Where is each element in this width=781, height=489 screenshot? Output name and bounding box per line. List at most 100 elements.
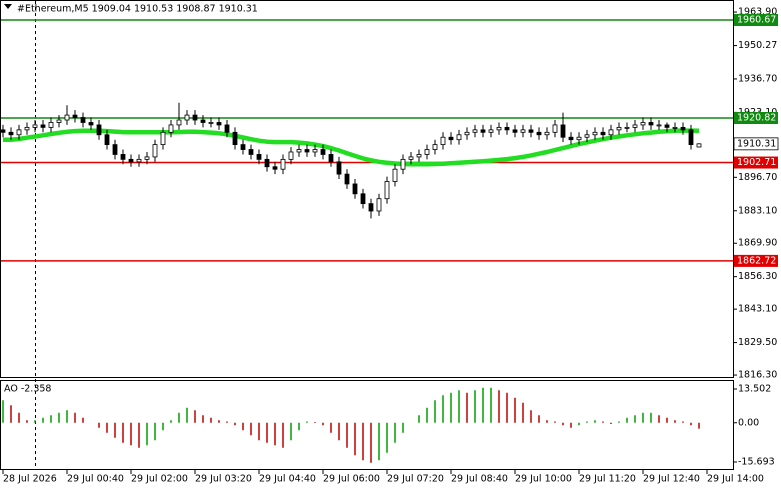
candle-body xyxy=(224,124,230,133)
candle-body xyxy=(208,122,214,124)
x-tick-label: 29 Jul 04:40 xyxy=(259,474,316,485)
level-label-box xyxy=(734,156,778,169)
y-tick-label: 1936.70 xyxy=(738,73,777,84)
x-tick-label: 29 Jul 08:40 xyxy=(451,474,508,485)
candle-body xyxy=(400,158,406,170)
level-label: 1862.72 xyxy=(737,255,776,266)
candle-body xyxy=(328,154,334,163)
candle-body xyxy=(168,124,174,133)
candle-body xyxy=(352,183,358,195)
candle-body xyxy=(312,149,318,153)
candle-body xyxy=(600,131,606,136)
y-tick-label: 1869.90 xyxy=(738,238,777,249)
candle-body xyxy=(552,124,558,133)
candle-body xyxy=(496,126,502,131)
x-tick-label: 29 Jul 07:20 xyxy=(387,474,444,485)
candle-body xyxy=(32,124,38,128)
ao-y-tick-label: 0.00 xyxy=(738,417,759,428)
level-label: 1960.67 xyxy=(737,14,776,25)
candle-body xyxy=(408,156,414,160)
candle-body xyxy=(360,193,366,205)
candle-body xyxy=(480,129,486,133)
candle-body xyxy=(48,122,54,128)
candle-body xyxy=(608,129,614,136)
candle-body xyxy=(288,151,294,160)
candle-body xyxy=(8,131,14,136)
candle-body xyxy=(632,124,638,128)
candle-body xyxy=(568,136,574,141)
candle-body xyxy=(456,134,462,141)
candle-body xyxy=(152,144,158,158)
candle-body xyxy=(416,154,422,158)
x-tick-label: 29 Jul 12:40 xyxy=(643,474,700,485)
ao-panel xyxy=(0,380,734,470)
x-tick-label: 29 Jul 14:00 xyxy=(707,474,764,485)
candle-body xyxy=(672,126,678,129)
ao-y-tick-label: 13.502 xyxy=(738,383,771,394)
candle-body xyxy=(240,144,246,150)
candle-body xyxy=(584,134,590,138)
candle-body xyxy=(576,136,582,141)
candle-body xyxy=(536,131,542,136)
candle-body xyxy=(376,198,382,212)
y-tick-label: 1963.90 xyxy=(738,7,777,18)
x-tick-label: 29 Jul 02:00 xyxy=(131,474,188,485)
candle-body xyxy=(424,149,430,155)
candle-body xyxy=(368,203,374,212)
candle-body xyxy=(80,117,86,123)
candle-body xyxy=(248,149,254,155)
candle-body xyxy=(560,124,566,138)
y-tick-label: 1816.30 xyxy=(738,370,777,381)
candle-body xyxy=(72,114,78,118)
x-tick-label: 29 Jul 10:00 xyxy=(515,474,572,485)
candle-body xyxy=(56,119,62,123)
moving-average xyxy=(3,128,700,167)
candle-body xyxy=(120,154,126,160)
candle-body xyxy=(184,114,190,121)
x-tick-label: 29 Jul 00:40 xyxy=(67,474,124,485)
candle-body xyxy=(520,129,526,133)
level-label: 1902.71 xyxy=(737,157,776,168)
candle-body xyxy=(688,129,694,146)
candle-body xyxy=(160,131,166,146)
candle-body xyxy=(24,126,30,131)
level-label-box xyxy=(734,111,778,124)
y-tick-label: 1829.50 xyxy=(738,337,777,348)
candle-body xyxy=(680,126,686,131)
candle-body xyxy=(280,158,286,170)
candle-body xyxy=(448,136,454,141)
candle-body xyxy=(432,144,438,150)
price-label-box xyxy=(733,137,779,151)
candle-body xyxy=(392,168,398,182)
price-label: 1910.31 xyxy=(737,138,776,149)
price-panel xyxy=(0,0,734,378)
candle-body xyxy=(696,143,702,148)
candle-body xyxy=(144,156,150,160)
y-tick-label: 1883.10 xyxy=(738,205,777,216)
candle-body xyxy=(256,154,262,160)
candle-body xyxy=(272,166,278,170)
candle-body xyxy=(592,131,598,136)
header-icon xyxy=(4,4,12,9)
candle-body xyxy=(544,131,550,136)
candle-body xyxy=(616,126,622,131)
y-tick-label: 1843.10 xyxy=(738,304,777,315)
candle-body xyxy=(304,149,310,153)
candle-body xyxy=(136,158,142,163)
candle-body xyxy=(216,122,222,126)
candle-body xyxy=(112,144,118,155)
candle-body xyxy=(640,122,646,126)
candle-body xyxy=(320,149,326,155)
candle-body xyxy=(264,158,270,168)
candle-body xyxy=(648,122,654,126)
candle-body xyxy=(192,114,198,121)
candle-body xyxy=(624,126,630,129)
candle-body xyxy=(336,161,342,175)
candle-body xyxy=(296,149,302,153)
candle-body xyxy=(176,119,182,126)
candle-body xyxy=(504,126,510,131)
candle-body xyxy=(528,129,534,133)
candle-body xyxy=(384,181,390,200)
